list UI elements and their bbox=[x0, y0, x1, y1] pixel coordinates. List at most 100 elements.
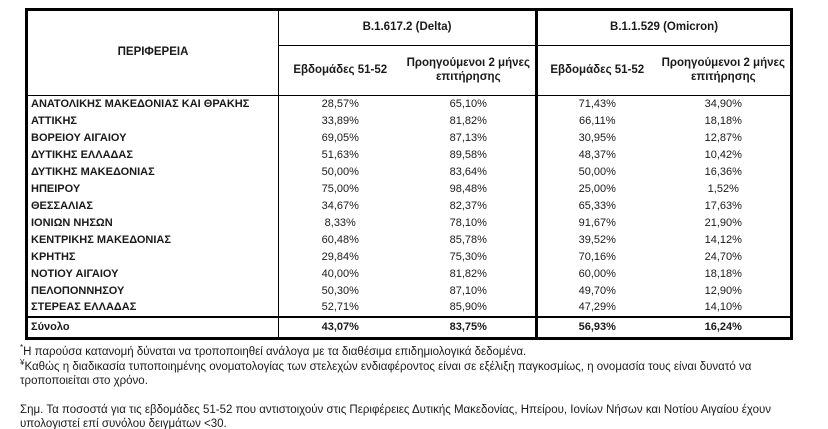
omicron-previous-value: 10,42% bbox=[704, 148, 742, 161]
region-name: ΣΤΕΡΕΑΣ ΕΛΛΑΔΑΣ bbox=[26, 299, 279, 317]
table-row: ΝΟΤΙΟΥ ΑΙΓΑΙΟΥ 40,00% 81,82% 60,00% 18,18% bbox=[26, 265, 792, 283]
delta-previous-value: 98,48% bbox=[449, 182, 487, 195]
group-header-row: ΠΕΡΙΦΕΡΕΙΑ B.1.617.2 (Delta) B.1.1.529 (… bbox=[26, 9, 792, 96]
omicron-previous-value: 18,18% bbox=[704, 267, 742, 280]
variant-distribution-table: ΠΕΡΙΦΕΡΕΙΑ B.1.617.2 (Delta) B.1.1.529 (… bbox=[25, 8, 794, 340]
omicron-weeks-value: 39,52% bbox=[535, 231, 657, 249]
table-body: ΑΝΑΤΟΛΙΚΗΣ ΜΑΚΕΔΟΝΙΑΣ ΚΑΙ ΘΡΑΚΗΣ 28,57% 65… bbox=[26, 95, 792, 317]
omicron-previous-value: 24,70% bbox=[704, 250, 742, 263]
region-name: ΚΕΝΤΡΙΚΗΣ ΜΑΚΕΔΟΝΙΑΣ bbox=[26, 231, 279, 249]
region-column-header: ΠΕΡΙΦΕΡΕΙΑ bbox=[26, 9, 279, 96]
omicron-weeks-value: 49,70% bbox=[535, 282, 657, 300]
total-omicron-weeks-value: 56,93% bbox=[535, 315, 657, 339]
omicron-previous-value: 1,52% bbox=[707, 182, 739, 195]
delta-weeks-value: 75,00% bbox=[321, 182, 359, 195]
omicron-weeks-value: 66,11% bbox=[535, 112, 657, 130]
delta-previous-header: Προηγούμενοι 2 μήνες επιτήρησης bbox=[401, 45, 537, 96]
region-name: ΙΟΝΙΩΝ ΝΗΣΩΝ bbox=[26, 214, 279, 232]
total-delta-weeks-value: 43,07% bbox=[278, 315, 402, 339]
region-name: ΗΠΕΙΡΟΥ bbox=[26, 180, 279, 198]
omicron-weeks-value: 91,67% bbox=[535, 214, 657, 232]
delta-previous-value: 82,37% bbox=[449, 199, 487, 212]
table-row: ΚΕΝΤΡΙΚΗΣ ΜΑΚΕΔΟΝΙΑΣ 60,48% 85,78% 39,52% 14… bbox=[26, 231, 792, 249]
omicron-weeks-header: Εβδομάδες 51-52 bbox=[535, 45, 657, 96]
total-row: Σύνολο 43,07% 83,75% 56,93% 16,24% bbox=[26, 315, 792, 339]
delta-previous-value: 85,90% bbox=[449, 301, 487, 314]
omicron-previous-value: 18,18% bbox=[704, 114, 742, 127]
delta-weeks-value: 29,84% bbox=[321, 250, 359, 263]
delta-weeks-value: 8,33% bbox=[324, 216, 356, 229]
omicron-weeks-value: 48,37% bbox=[535, 146, 657, 164]
delta-previous-value: 75,30% bbox=[449, 250, 487, 263]
delta-weeks-value: 50,30% bbox=[321, 284, 359, 297]
region-name: ΔΥΤΙΚΗΣ ΕΛΛΑΔΑΣ bbox=[26, 146, 279, 164]
total-label: Σύνολο bbox=[26, 315, 279, 339]
delta-weeks-value: 40,00% bbox=[321, 267, 359, 280]
region-name: ΘΕΣΣΑΛΙΑΣ bbox=[26, 197, 279, 215]
table-row: ΘΕΣΣΑΛΙΑΣ 34,67% 82,37% 65,33% 17,63% bbox=[26, 197, 792, 215]
omicron-previous-header: Προηγούμενοι 2 μήνες επιτήρησης bbox=[656, 45, 792, 96]
table-row: ΙΟΝΙΩΝ ΝΗΣΩΝ 8,33% 78,10% 91,67% 21,90% bbox=[26, 214, 792, 232]
delta-previous-value: 87,13% bbox=[449, 131, 487, 144]
omicron-previous-value: 16,36% bbox=[704, 165, 742, 178]
omicron-weeks-value: 50,00% bbox=[535, 163, 657, 181]
delta-weeks-value: 52,71% bbox=[321, 301, 359, 314]
omicron-weeks-value: 60,00% bbox=[535, 265, 657, 283]
footnote-text: Καθώς η διαδικασία τυποποιημένης ονοματο… bbox=[20, 360, 752, 388]
omicron-weeks-value: 71,43% bbox=[535, 95, 657, 113]
delta-previous-value: 78,10% bbox=[449, 216, 487, 229]
total-delta-previous-value: 83,75% bbox=[401, 315, 537, 339]
table-row: ΔΥΤΙΚΗΣ ΕΛΛΑΔΑΣ 51,63% 89,58% 48,37% 10,42% bbox=[26, 146, 792, 164]
table-row: ΑΝΑΤΟΛΙΚΗΣ ΜΑΚΕΔΟΝΙΑΣ ΚΑΙ ΘΡΑΚΗΣ 28,57% 65… bbox=[26, 95, 792, 113]
total-omicron-previous-value: 16,24% bbox=[656, 315, 792, 339]
footnotes-block: *Η παρούσα κατανομή δύναται να τροποποιη… bbox=[20, 343, 815, 429]
omicron-previous-value: 14,12% bbox=[704, 233, 742, 246]
delta-previous-value: 81,82% bbox=[449, 267, 487, 280]
table-row: ΠΕΛΟΠΟΝΝΗΣΟΥ 50,30% 87,10% 49,70% 12,90% bbox=[26, 282, 792, 300]
region-name: ΑΤΤΙΚΗΣ bbox=[26, 112, 279, 130]
footnote-asterisk: *Η παρούσα κατανομή δύναται να τροποποιη… bbox=[20, 343, 815, 360]
delta-weeks-value: 60,48% bbox=[321, 233, 359, 246]
delta-group-header: B.1.617.2 (Delta) bbox=[278, 9, 537, 46]
region-name: ΚΡΗΤΗΣ bbox=[26, 248, 279, 266]
region-name: ΠΕΛΟΠΟΝΝΗΣΟΥ bbox=[26, 282, 279, 300]
table-row: ΔΥΤΙΚΗΣ ΜΑΚΕΔΟΝΙΑΣ 50,00% 83,64% 50,00% 16,3… bbox=[26, 163, 792, 181]
table-row: ΒΟΡΕΙΟΥ ΑΙΓΑΙΟΥ 69,05% 87,13% 30,95% 12,87% bbox=[26, 129, 792, 147]
delta-weeks-value: 50,00% bbox=[321, 165, 359, 178]
delta-previous-value: 89,58% bbox=[449, 148, 487, 161]
delta-previous-value: 87,10% bbox=[449, 284, 487, 297]
sub-header-row: Εβδομάδες 51-52 Προηγούμενοι 2 μήνες επι… bbox=[27, 45, 792, 96]
footnote-text: Η παρούσα κατανομή δύναται να τροποποιηθ… bbox=[23, 346, 527, 358]
table-row: ΑΤΤΙΚΗΣ 33,89% 81,82% 66,11% 18,18% bbox=[26, 112, 792, 130]
footnote-yen: ¥Καθώς η διαδικασία τυποποιημένης ονοματ… bbox=[20, 357, 815, 389]
omicron-previous-value: 34,90% bbox=[704, 97, 742, 110]
omicron-previous-value: 12,87% bbox=[704, 131, 742, 144]
omicron-weeks-value: 30,95% bbox=[535, 129, 657, 147]
delta-previous-value: 83,64% bbox=[449, 165, 487, 178]
delta-weeks-value: 51,63% bbox=[321, 148, 359, 161]
region-name: ΔΥΤΙΚΗΣ ΜΑΚΕΔΟΝΙΑΣ bbox=[26, 163, 279, 181]
table-row: ΣΤΕΡΕΑΣ ΕΛΛΑΔΑΣ 52,71% 85,90% 47,29% 14,10% bbox=[26, 299, 792, 317]
note-text: Σημ. Τα ποσοστά για τις εβδομάδες 51-52 … bbox=[20, 403, 772, 429]
table-row: ΚΡΗΤΗΣ 29,84% 75,30% 70,16% 24,70% bbox=[26, 248, 792, 266]
delta-previous-value: 81,82% bbox=[449, 114, 487, 127]
omicron-previous-value: 17,63% bbox=[704, 199, 742, 212]
omicron-weeks-value: 65,33% bbox=[535, 197, 657, 215]
region-name: ΑΝΑΤΟΛΙΚΗΣ ΜΑΚΕΔΟΝΙΑΣ ΚΑΙ ΘΡΑΚΗΣ bbox=[26, 95, 279, 113]
omicron-weeks-value: 47,29% bbox=[535, 299, 657, 317]
delta-previous-value: 85,78% bbox=[449, 233, 487, 246]
region-name: ΝΟΤΙΟΥ ΑΙΓΑΙΟΥ bbox=[26, 265, 279, 283]
footnote-marker: * bbox=[20, 343, 24, 353]
omicron-previous-value: 12,90% bbox=[704, 284, 742, 297]
delta-weeks-value: 33,89% bbox=[321, 114, 359, 127]
delta-weeks-header: Εβδομάδες 51-52 bbox=[278, 45, 402, 96]
region-name: ΒΟΡΕΙΟΥ ΑΙΓΑΙΟΥ bbox=[26, 129, 279, 147]
footnote-marker: ¥ bbox=[20, 357, 25, 367]
delta-weeks-value: 34,67% bbox=[321, 199, 359, 212]
delta-weeks-value: 69,05% bbox=[321, 131, 359, 144]
omicron-weeks-value: 25,00% bbox=[535, 180, 657, 198]
table-row: ΗΠΕΙΡΟΥ 75,00% 98,48% 25,00% 1,52% bbox=[26, 180, 792, 198]
delta-previous-value: 65,10% bbox=[449, 97, 487, 110]
omicron-weeks-value: 70,16% bbox=[535, 248, 657, 266]
